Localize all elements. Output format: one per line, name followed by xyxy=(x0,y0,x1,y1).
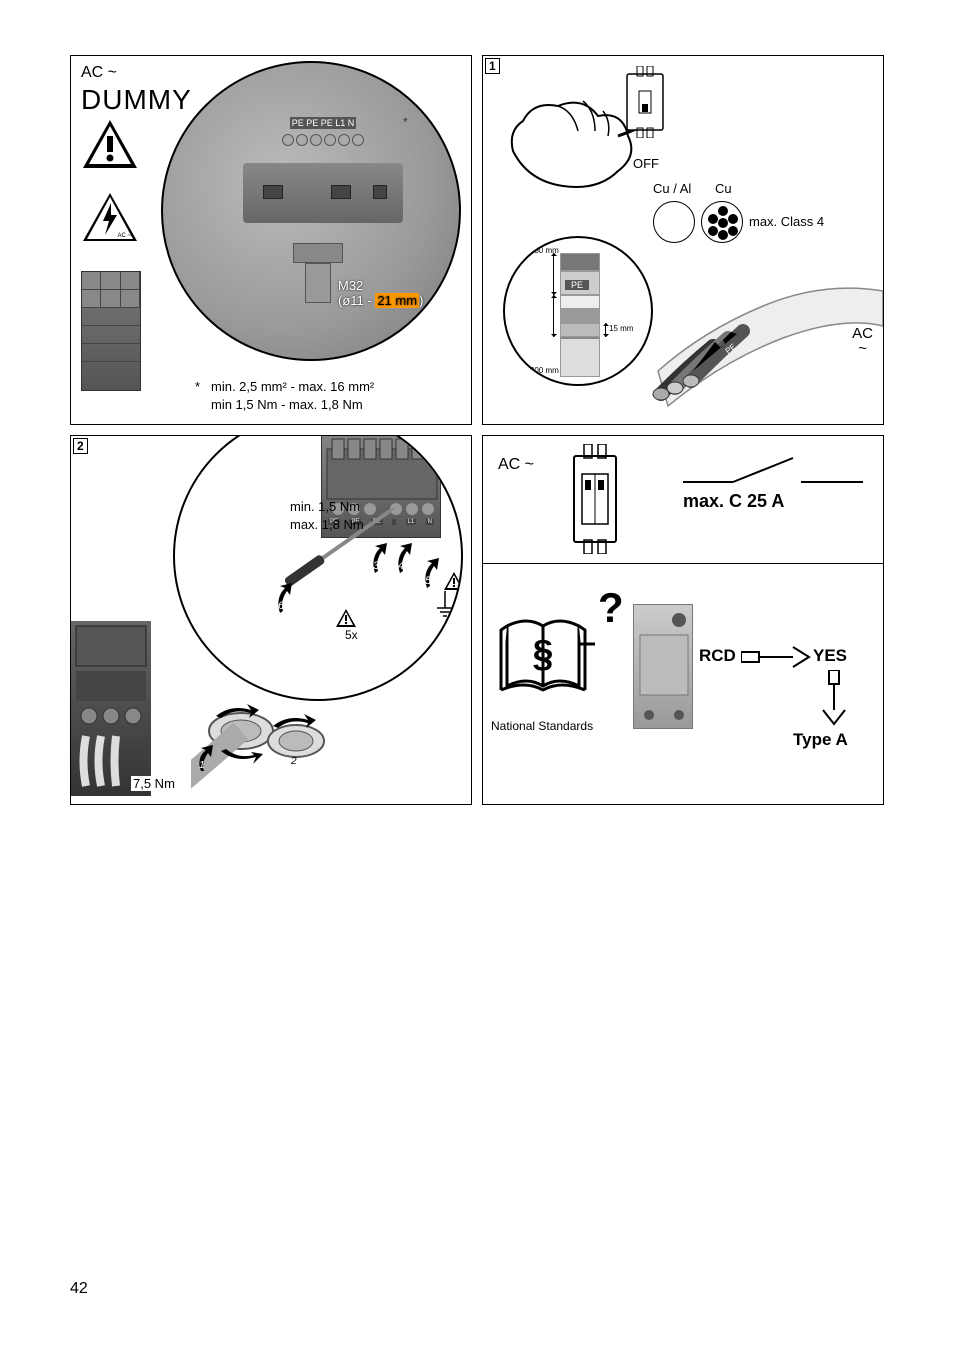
warning-icon xyxy=(443,571,463,596)
spec-asterisk: * xyxy=(195,378,200,396)
asterisk: * xyxy=(403,115,408,129)
dim-250: > 250 mm xyxy=(523,246,559,255)
svg-text:§: § xyxy=(532,633,553,675)
yes-label: YES xyxy=(813,646,847,666)
rcd-device-icon xyxy=(633,604,693,729)
max-rating-label: max. C 25 A xyxy=(683,491,784,512)
device-left-view xyxy=(71,621,151,796)
dim-200: > 200 mm xyxy=(523,366,559,375)
panel-protection: AC ~ xyxy=(482,435,884,805)
page-number: 42 xyxy=(70,1280,88,1298)
off-label: OFF xyxy=(633,156,659,171)
type-a-label: Type A xyxy=(793,730,848,750)
svg-text:3: 3 xyxy=(373,560,380,572)
step-number: 2 xyxy=(73,438,88,454)
panel-cable-prep: 1 OFF Cu / Al Cu xyxy=(482,55,884,425)
five-x-label: 5x xyxy=(345,628,358,642)
svg-text:2: 2 xyxy=(290,756,297,767)
terminal-labels: PE PE PE L1 N xyxy=(253,113,393,151)
strip-length-diagram: PE > 250 mm 15 mm > 200 mm xyxy=(503,236,653,386)
breaker-rating: AC ~ xyxy=(483,436,883,564)
arrow-down-icon xyxy=(819,670,849,726)
torque-spec: min. 1,5 Nm max. 1,8 Nm xyxy=(290,498,364,534)
page: AC ~ DUMMY AC ~ PE PE PE L1 N xyxy=(70,55,884,805)
m32-label: M32 xyxy=(338,278,423,293)
spec-cross-section: min. 2,5 mm² - max. 16 mm² xyxy=(211,378,374,396)
dummy-label: DUMMY xyxy=(81,84,192,116)
terminal-text: PE PE PE L1 N xyxy=(290,117,357,129)
terminal-wiring-circle: PE PE PE L1 N min. 1,5 Nm max. 1,8 Nm xyxy=(173,435,463,701)
terminal-screws xyxy=(253,133,393,151)
ac-label: AC ~ xyxy=(852,326,873,356)
pe-label: PE xyxy=(565,280,589,290)
gland-torque: 7,5 Nm xyxy=(131,776,177,791)
cu-label: Cu xyxy=(715,181,732,196)
diagram-grid: AC ~ DUMMY AC ~ PE PE PE L1 N xyxy=(70,55,884,805)
device-side-view xyxy=(81,271,141,391)
cable-gland-tighten: 1 2 xyxy=(191,696,301,786)
panel-wiring: 2 xyxy=(70,435,472,805)
rcd-section: § ? National Standards RCD xyxy=(483,564,883,804)
standards-book-icon: § xyxy=(495,604,595,709)
max-class-label: max. Class 4 xyxy=(749,214,824,229)
panel-terminal-detail: AC ~ DUMMY AC ~ PE PE PE L1 N xyxy=(70,55,472,425)
rcd-label: RCD xyxy=(699,646,736,666)
switch-symbol xyxy=(683,454,863,494)
spec-torque: min 1,5 Nm - max. 1,8 Nm xyxy=(211,396,374,414)
stranded-conductor-icon xyxy=(701,201,743,243)
ac-label: AC ~ xyxy=(498,456,534,474)
cu-al-label: Cu / Al xyxy=(653,181,691,196)
svg-text:1: 1 xyxy=(199,760,205,771)
svg-text:6: 6 xyxy=(278,600,285,612)
breaker-icon xyxy=(623,66,667,138)
gland-spec: M32 (ø11 - 21 mm) xyxy=(338,278,423,308)
dim-15: 15 mm xyxy=(609,324,633,333)
step-number: 1 xyxy=(485,58,500,74)
question-mark: ? xyxy=(598,584,624,632)
step-arrows: 3 4 5 6 xyxy=(175,435,463,701)
svg-text:4: 4 xyxy=(398,560,404,572)
cable-gland xyxy=(293,243,343,303)
breaker-icon xyxy=(568,444,622,559)
svg-text:5: 5 xyxy=(425,575,432,587)
ac-label: AC ~ xyxy=(81,64,117,82)
national-standards-label: National Standards xyxy=(491,719,593,733)
electric-warning-icon: AC ~ xyxy=(81,191,139,243)
ac-tiny-label: AC ~ xyxy=(117,233,131,239)
solid-conductor-icon xyxy=(653,201,695,243)
m32-diameter: (ø11 - 21 mm) xyxy=(338,293,423,308)
arrow-right-icon xyxy=(741,644,811,670)
wire-spec: * min. 2,5 mm² - max. 16 mm² min 1,5 Nm … xyxy=(211,378,374,413)
warning-icon xyxy=(81,118,139,170)
cable-illustration: PE xyxy=(643,276,883,406)
terminal-closeup-circle: PE PE PE L1 N * xyxy=(161,61,461,361)
